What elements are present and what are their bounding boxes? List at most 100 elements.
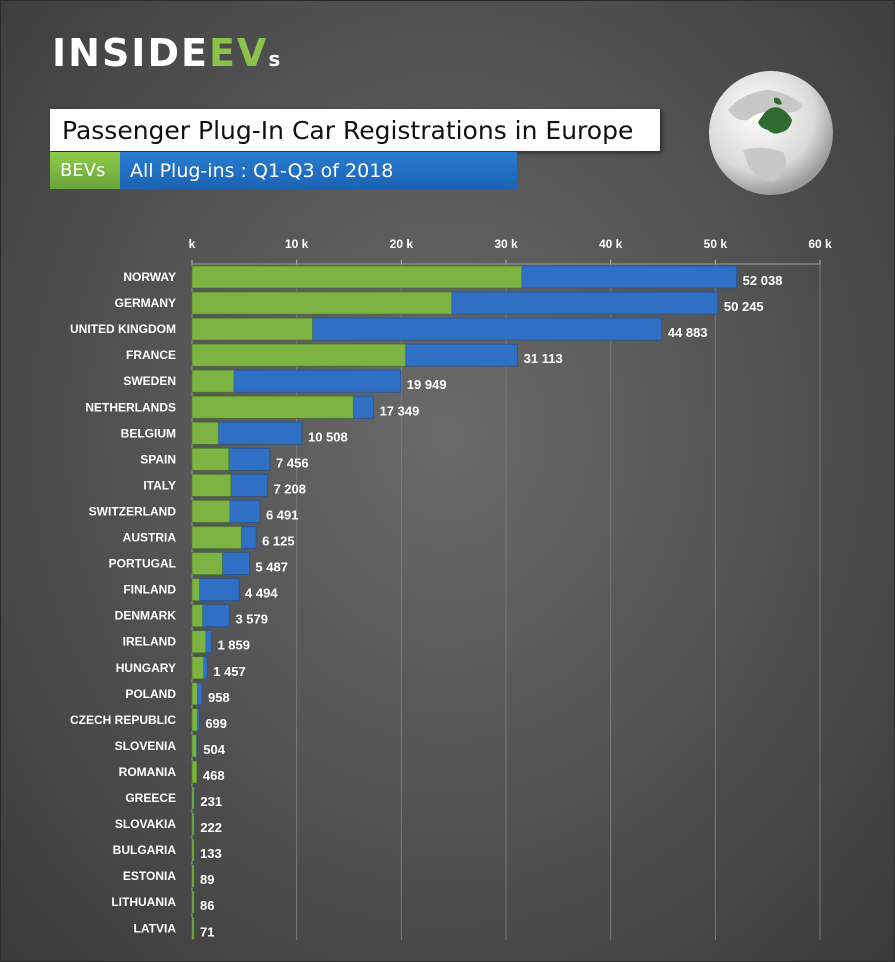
x-tick-label: 40 k: [599, 237, 623, 251]
x-tick-label: 60 k: [808, 237, 832, 251]
category-label: AUSTRIA: [123, 531, 177, 545]
category-label: HUNGARY: [116, 661, 176, 675]
category-labels: NORWAY GERMANY UNITED KINGDOM FRANCE SWEDEN N…: [70, 270, 176, 935]
value-label: 86: [200, 898, 214, 913]
bar-bev: [191, 500, 230, 523]
x-tick-label: k: [189, 237, 196, 251]
logo-part-s: s: [268, 47, 281, 71]
value-label: 699: [205, 716, 227, 731]
category-label: LATVIA: [134, 921, 177, 935]
bar-bev: [191, 395, 354, 419]
value-label: 44 883: [668, 325, 708, 340]
value-label: 50 245: [724, 299, 764, 314]
value-labels: 52 038 50 245 44 883 31 113 19 949 17 349 10 5…: [200, 273, 782, 939]
value-label: 1 859: [217, 638, 250, 653]
category-label: NETHERLANDS: [85, 400, 176, 414]
value-label: 7 208: [273, 481, 306, 496]
value-label: 71: [200, 924, 214, 939]
category-label: IRELAND: [123, 635, 177, 649]
category-label: PORTUGAL: [109, 557, 176, 571]
value-label: 958: [208, 690, 230, 705]
bar-bev: [191, 552, 223, 575]
logo-part-inside: INSIDE: [52, 31, 209, 75]
bar-bev: [191, 812, 195, 836]
value-label: 10 508: [308, 429, 348, 444]
bar-bev: [191, 786, 195, 810]
bar-bev: [191, 448, 229, 471]
category-label: GERMANY: [115, 296, 176, 310]
bar-bev: [191, 864, 195, 888]
value-label: 17 349: [380, 403, 420, 418]
value-label: 89: [200, 872, 214, 887]
bar-bev: [191, 630, 206, 654]
bar-bev: [191, 291, 452, 315]
value-label: 3 579: [235, 612, 268, 627]
bar-bev: [191, 838, 195, 862]
category-label: SWITZERLAND: [89, 504, 177, 518]
category-label: ESTONIA: [123, 869, 176, 883]
category-label: BELGIUM: [121, 426, 176, 440]
logo-part-ev: EV: [208, 31, 269, 75]
category-label: BULGARIA: [113, 843, 177, 857]
category-label: SLOVAKIA: [115, 817, 176, 831]
category-label: ITALY: [143, 478, 176, 492]
value-label: 504: [203, 742, 225, 757]
bar-bev: [191, 656, 204, 680]
category-label: SWEDEN: [123, 374, 176, 388]
x-tick-label: 30 k: [494, 237, 518, 251]
bar-bev: [191, 682, 198, 706]
legend-all-plugins: All Plug-ins : Q1-Q3 of 2018: [120, 152, 517, 189]
category-label: ROMANIA: [119, 765, 177, 779]
value-label: 133: [200, 846, 222, 861]
x-tick-label: 20 k: [390, 237, 414, 251]
category-label: DENMARK: [115, 609, 177, 623]
value-label: 222: [200, 820, 222, 835]
category-label: NORWAY: [123, 270, 176, 284]
value-label: 6 491: [266, 507, 299, 522]
x-tick-label: 50 k: [704, 237, 728, 251]
value-label: 468: [203, 768, 225, 783]
value-label: 52 038: [743, 273, 783, 288]
value-label: 19 949: [407, 377, 447, 392]
chart-title: Passenger Plug-In Car Registrations in E…: [62, 116, 634, 145]
x-axis-ticks: k 10 k 20 k 30 k 40 k 50 k 60 k: [189, 237, 832, 940]
bar-bev: [191, 734, 197, 758]
insideevs-logo: INSIDEEVs: [52, 34, 280, 72]
value-label: 7 456: [276, 455, 309, 470]
legend-all-label: All Plug-ins : Q1-Q3 of 2018: [130, 160, 394, 182]
bar-bev: [191, 708, 198, 732]
category-label: POLAND: [125, 687, 176, 701]
category-label: SLOVENIA: [115, 739, 177, 753]
category-label: FRANCE: [126, 348, 176, 362]
category-label: UNITED KINGDOM: [70, 322, 176, 336]
chart-title-box: Passenger Plug-In Car Registrations in E…: [50, 109, 660, 151]
bar-bev: [191, 526, 242, 549]
category-label: SPAIN: [140, 452, 176, 466]
value-label: 4 494: [245, 586, 278, 601]
category-label: LITHUANIA: [111, 895, 176, 909]
bar-bev: [191, 343, 406, 367]
bar-bev: [191, 474, 232, 497]
legend-bev: BEVs: [50, 152, 120, 189]
category-label: CZECH REPUBLIC: [70, 713, 176, 727]
legend-bev-label: BEVs: [60, 160, 106, 181]
value-label: 1 457: [213, 664, 246, 679]
europe-globe-icon: [709, 71, 833, 195]
category-label: GREECE: [125, 791, 176, 805]
bars: [191, 265, 737, 940]
value-label: 5 487: [255, 560, 288, 575]
bar-bev: [191, 421, 219, 445]
value-label: 231: [200, 794, 222, 809]
bar-bev: [191, 317, 313, 341]
bar-bev: [191, 760, 198, 784]
bar-bev: [191, 369, 235, 393]
value-label: 31 113: [524, 351, 563, 366]
bar-bev: [191, 578, 200, 601]
category-label: FINLAND: [123, 583, 176, 597]
value-label: 6 125: [262, 534, 295, 549]
bar-bev: [191, 890, 195, 914]
bar-bev: [191, 604, 203, 627]
x-tick-label: 10 k: [285, 237, 309, 251]
bar-bev: [191, 265, 523, 289]
